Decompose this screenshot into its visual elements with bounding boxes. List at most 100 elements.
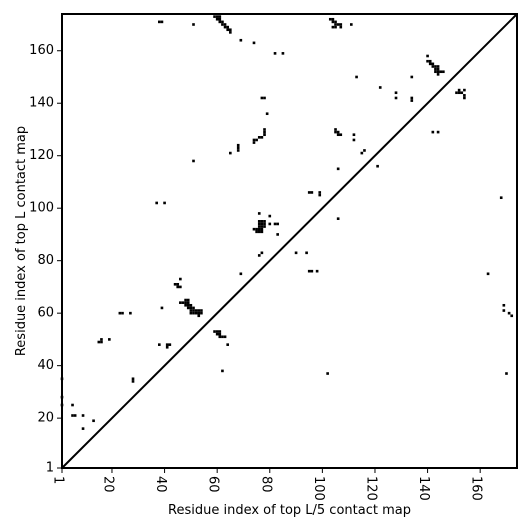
contact-point bbox=[336, 130, 340, 134]
contact-point bbox=[118, 311, 122, 315]
y-axis-label: Residue index of top L contact map bbox=[14, 126, 29, 356]
y-tick-label: 80 bbox=[37, 253, 54, 268]
contact-point bbox=[218, 15, 222, 18]
y-tick-label: 120 bbox=[29, 148, 54, 163]
contact-point bbox=[436, 130, 440, 134]
contact-point bbox=[121, 311, 124, 315]
contact-point bbox=[223, 23, 227, 26]
contact-point bbox=[355, 75, 358, 79]
contact-point bbox=[457, 91, 461, 95]
contact-point bbox=[257, 220, 261, 223]
contact-point bbox=[339, 23, 343, 26]
contact-point bbox=[218, 332, 222, 336]
x-axis-label: Residue index of top L/5 contact map bbox=[168, 503, 411, 518]
contact-point bbox=[179, 301, 182, 304]
contact-point bbox=[223, 25, 227, 29]
contact-point bbox=[197, 311, 201, 315]
contact-point bbox=[334, 130, 337, 134]
contact-point bbox=[184, 303, 187, 307]
contact-point bbox=[436, 73, 440, 76]
contact-point bbox=[276, 222, 279, 226]
contact-point bbox=[173, 282, 177, 286]
contact-point bbox=[352, 133, 356, 137]
contact-point bbox=[263, 96, 266, 100]
contact-point bbox=[226, 343, 230, 346]
contact-point bbox=[158, 343, 161, 346]
contact-point bbox=[197, 314, 201, 318]
contact-point bbox=[221, 335, 224, 339]
contact-point bbox=[223, 335, 227, 339]
contact-point bbox=[155, 201, 158, 205]
contact-point bbox=[502, 309, 506, 312]
contact-point bbox=[194, 311, 198, 315]
contact-point bbox=[331, 25, 335, 29]
contact-point bbox=[239, 38, 243, 42]
x-tick-label: 20 bbox=[100, 476, 115, 493]
contact-point bbox=[215, 15, 219, 18]
contact-point bbox=[200, 309, 203, 312]
contact-point bbox=[431, 65, 435, 68]
plot-frame bbox=[61, 13, 518, 469]
contact-point bbox=[260, 220, 264, 223]
contact-point bbox=[257, 136, 261, 139]
contact-point bbox=[326, 372, 329, 375]
contact-point bbox=[328, 17, 332, 21]
contact-point bbox=[200, 311, 203, 315]
contact-point bbox=[305, 251, 308, 255]
contact-point bbox=[486, 272, 490, 276]
contact-point bbox=[394, 91, 398, 95]
contact-point bbox=[378, 86, 382, 89]
contact-point bbox=[360, 151, 364, 155]
contact-point bbox=[218, 330, 222, 333]
contact-point bbox=[221, 23, 224, 26]
contact-point bbox=[281, 52, 285, 55]
contact-point bbox=[334, 128, 337, 131]
contact-point bbox=[236, 146, 240, 150]
contact-point bbox=[229, 31, 232, 34]
contact-point bbox=[165, 343, 169, 346]
contact-point bbox=[252, 141, 256, 144]
contact-point bbox=[176, 285, 180, 289]
contact-point bbox=[505, 372, 508, 375]
contact-point bbox=[310, 191, 314, 194]
contact-point bbox=[318, 193, 322, 197]
x-tick-label: 60 bbox=[206, 476, 221, 493]
y-tick-label: 20 bbox=[37, 411, 54, 426]
contact-point bbox=[215, 17, 219, 21]
x-axis-ticks: 1 20 40 60 80 100 120 140 160 bbox=[51, 468, 484, 501]
contact-point bbox=[334, 23, 337, 26]
contact-point bbox=[507, 311, 511, 315]
contact-point bbox=[260, 251, 264, 255]
contact-point bbox=[257, 227, 261, 231]
contact-point bbox=[197, 309, 201, 312]
contact-point bbox=[221, 369, 224, 373]
contact-point bbox=[457, 88, 461, 92]
contact-point bbox=[436, 65, 440, 68]
contact-point bbox=[260, 96, 264, 100]
contact-point bbox=[510, 314, 514, 318]
contact-point bbox=[273, 52, 277, 55]
contact-point bbox=[236, 143, 240, 147]
contact-point bbox=[349, 23, 353, 26]
contact-point bbox=[163, 201, 166, 205]
x-tick-label: 80 bbox=[258, 476, 273, 493]
contact-point bbox=[410, 99, 414, 102]
contact-point bbox=[168, 343, 172, 346]
contact-point bbox=[268, 214, 272, 218]
y-tick-label: 40 bbox=[37, 358, 54, 373]
contact-point bbox=[463, 96, 466, 100]
contact-point bbox=[129, 311, 132, 315]
contact-point bbox=[255, 227, 258, 231]
contact-point bbox=[273, 222, 277, 226]
contact-point bbox=[158, 20, 161, 24]
contact-point bbox=[436, 70, 440, 74]
contact-point bbox=[263, 222, 266, 226]
contact-point bbox=[73, 414, 77, 417]
contact-point bbox=[431, 130, 435, 134]
y-tick-label: 140 bbox=[29, 96, 54, 111]
contact-point bbox=[181, 301, 185, 304]
contact-point bbox=[255, 230, 258, 234]
x-tick-label: 120 bbox=[363, 476, 378, 501]
contact-point bbox=[263, 128, 266, 131]
contact-point bbox=[439, 70, 443, 74]
